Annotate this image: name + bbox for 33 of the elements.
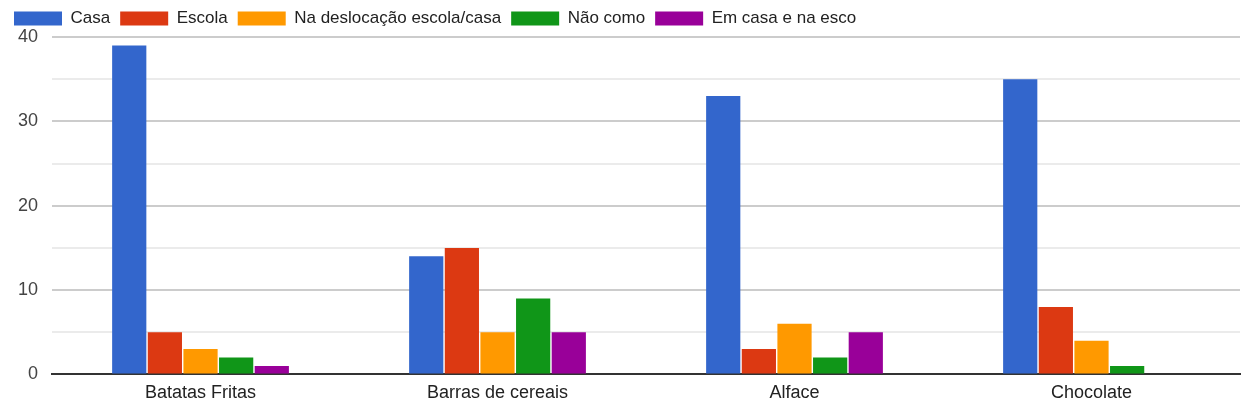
bar [777, 323, 812, 374]
legend-label: Escola [176, 8, 229, 28]
x-tick-label: Batatas Fritas [145, 382, 257, 403]
y-tick-label: 20 [17, 194, 39, 215]
bar [1003, 79, 1038, 374]
bar [254, 365, 289, 374]
legend-label: Em casa e na esco [711, 8, 857, 28]
bar [444, 247, 479, 374]
bar [741, 349, 776, 374]
bar [183, 349, 218, 374]
bar [516, 298, 551, 374]
legend-label: Não como [567, 8, 646, 28]
bar [551, 332, 586, 374]
y-tick-label: 30 [17, 110, 39, 131]
bar [813, 357, 848, 374]
bar [480, 332, 515, 374]
bar [409, 256, 444, 374]
legend-label: Casa [70, 8, 111, 28]
bar [1038, 306, 1073, 374]
y-tick-label: 10 [17, 279, 39, 300]
y-tick-label: 40 [17, 25, 39, 46]
y-tick-label: 0 [28, 363, 39, 384]
bar [147, 332, 182, 374]
bar [112, 45, 147, 374]
bar [219, 357, 254, 374]
bar [706, 96, 741, 374]
x-tick-label: Alface [769, 382, 820, 403]
x-tick-label: Chocolate [1050, 382, 1133, 403]
legend-label: Na deslocação escola/casa [294, 8, 502, 28]
x-tick-label: Barras de cereais [426, 382, 569, 403]
bar [1074, 340, 1109, 374]
bar [848, 332, 883, 374]
bar [1110, 365, 1145, 374]
